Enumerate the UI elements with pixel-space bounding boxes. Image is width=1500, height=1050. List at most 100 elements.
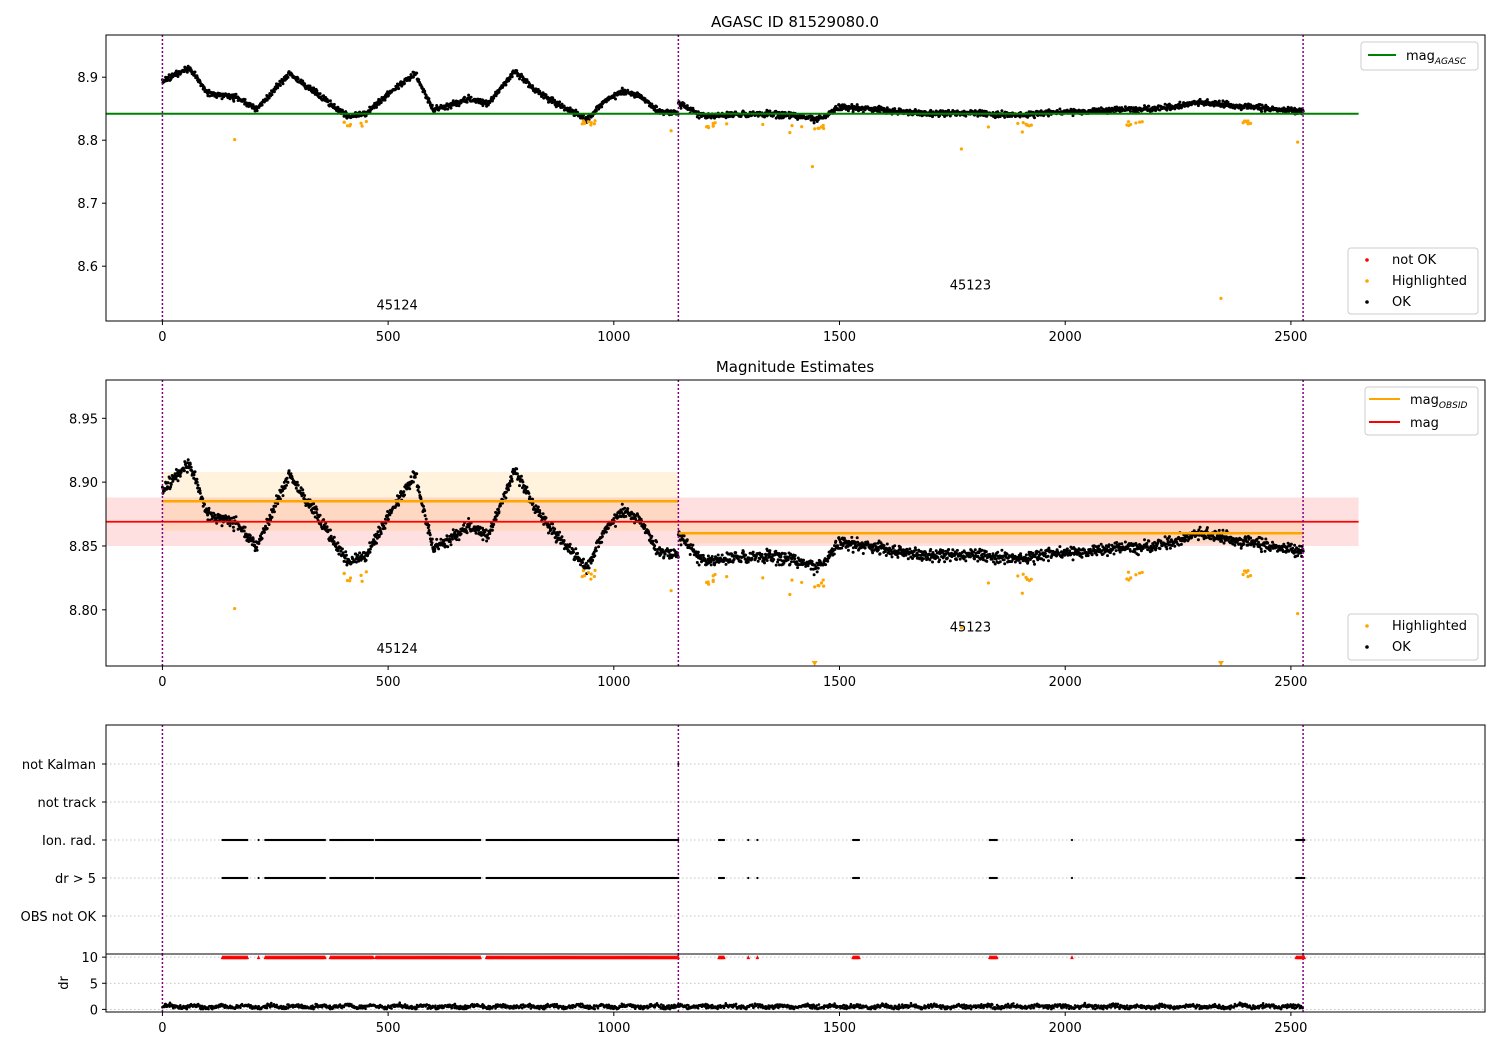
ok-point <box>265 527 269 530</box>
ok-point <box>765 559 769 562</box>
ok-point <box>515 472 519 476</box>
ok-point <box>308 84 312 88</box>
ok-point <box>383 526 387 530</box>
ok-point <box>816 118 820 122</box>
ok-point <box>562 539 566 542</box>
ok-point <box>409 475 413 479</box>
ok-point <box>606 526 610 530</box>
ok-point <box>485 539 489 543</box>
ok-point <box>195 477 199 481</box>
ok-point <box>1039 548 1043 552</box>
ok-point <box>553 527 557 531</box>
ok-point <box>697 116 701 120</box>
ok-point <box>679 543 683 547</box>
ok-point <box>614 97 617 101</box>
ok-point <box>734 551 738 555</box>
ok-point <box>572 110 575 114</box>
ok-point <box>478 97 482 101</box>
ok-point <box>746 560 750 564</box>
ok-point <box>1032 560 1036 563</box>
ok-point <box>340 547 344 551</box>
ok-point <box>576 551 580 555</box>
ok-point <box>697 563 701 567</box>
ok-point <box>1065 547 1069 551</box>
ok-point <box>984 550 988 554</box>
highlighted-point <box>364 119 368 124</box>
ok-point <box>285 476 289 480</box>
ok-point <box>574 547 578 551</box>
ok-point <box>1033 562 1036 566</box>
ok-point <box>908 547 912 551</box>
ok-point <box>518 484 521 488</box>
ok-point <box>558 530 562 534</box>
ok-point <box>756 559 760 563</box>
highlighted-point <box>1016 121 1020 126</box>
ok-point <box>741 550 745 554</box>
ok-point <box>732 557 736 561</box>
ok-point <box>685 104 689 108</box>
ok-point <box>763 561 766 565</box>
ok-point <box>751 550 755 554</box>
ok-point <box>1083 548 1086 552</box>
ok-point <box>793 554 797 557</box>
ok-point <box>198 491 202 495</box>
highlighted-point <box>360 124 364 128</box>
ok-point <box>1129 109 1132 113</box>
ok-point <box>948 559 952 563</box>
ok-point <box>682 534 686 538</box>
agasc-ytick-label: 8.9 <box>77 71 98 86</box>
ok-point <box>467 93 471 97</box>
ok-point <box>234 92 238 96</box>
ok-point <box>1099 542 1103 546</box>
ok-point <box>1136 553 1140 557</box>
ok-point <box>643 524 647 527</box>
ok-point <box>255 109 259 113</box>
ok-point <box>423 89 427 93</box>
ok-point <box>1120 542 1124 546</box>
ok-point <box>538 511 542 515</box>
ok-point <box>174 468 178 471</box>
ok-point <box>481 104 485 108</box>
ok-point <box>423 514 427 518</box>
ok-point <box>411 75 415 79</box>
ok-point <box>1058 545 1062 549</box>
ok-point <box>315 89 319 93</box>
ok-point <box>417 78 421 82</box>
ok-point <box>544 516 548 520</box>
ok-point <box>1003 115 1007 119</box>
ok-point <box>427 523 431 527</box>
ok-point <box>551 522 555 526</box>
ok-point <box>1024 553 1028 557</box>
ok-point <box>669 109 673 113</box>
ok-point <box>810 560 814 563</box>
ok-point <box>465 531 469 535</box>
ok-point <box>1173 544 1177 548</box>
ok-point <box>882 544 886 548</box>
ok-point <box>400 84 404 88</box>
ok-point <box>193 70 197 74</box>
ok-point <box>332 540 336 544</box>
ok-point <box>463 95 466 99</box>
highlighted-point <box>593 119 597 123</box>
ok-point <box>188 462 192 466</box>
ok-point <box>189 465 193 469</box>
ok-point <box>332 535 336 539</box>
ok-point <box>368 547 372 551</box>
ok-point <box>459 532 463 536</box>
ok-point <box>679 106 683 110</box>
ok-point <box>1217 99 1221 103</box>
ok-point <box>356 553 360 557</box>
ok-point <box>812 121 816 125</box>
ok-point <box>428 533 432 537</box>
agasc-xtick-label: 2500 <box>1274 330 1307 345</box>
ok-legend-marker <box>1365 300 1369 304</box>
ok-point <box>397 503 401 507</box>
ok-point <box>828 554 832 558</box>
ok-point <box>415 71 419 75</box>
ok-point <box>1168 546 1172 550</box>
ok-point <box>851 550 855 554</box>
ok-point <box>594 109 598 113</box>
ok-point <box>581 561 585 564</box>
